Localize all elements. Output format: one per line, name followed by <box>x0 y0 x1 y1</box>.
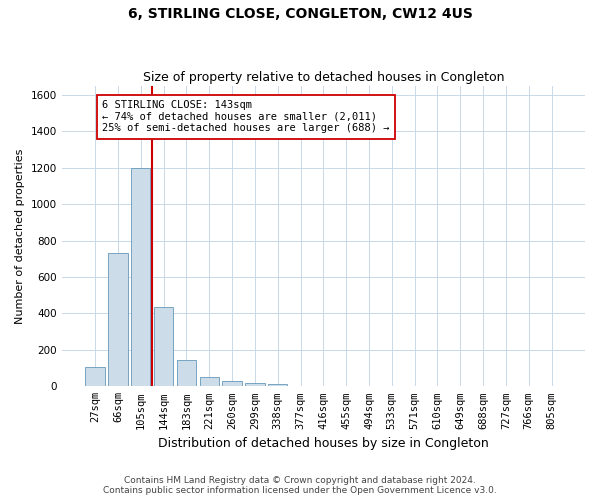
Bar <box>85 367 105 386</box>
Bar <box>200 377 219 386</box>
Text: Contains HM Land Registry data © Crown copyright and database right 2024.
Contai: Contains HM Land Registry data © Crown c… <box>103 476 497 495</box>
Bar <box>268 384 287 386</box>
Text: 6 STIRLING CLOSE: 143sqm
← 74% of detached houses are smaller (2,011)
25% of sem: 6 STIRLING CLOSE: 143sqm ← 74% of detach… <box>102 100 389 134</box>
Text: 6, STIRLING CLOSE, CONGLETON, CW12 4US: 6, STIRLING CLOSE, CONGLETON, CW12 4US <box>128 8 472 22</box>
Bar <box>177 360 196 386</box>
Bar <box>223 381 242 386</box>
Bar <box>108 254 128 386</box>
Bar <box>131 168 151 386</box>
Title: Size of property relative to detached houses in Congleton: Size of property relative to detached ho… <box>143 72 504 85</box>
Bar <box>154 307 173 386</box>
Bar <box>245 383 265 386</box>
Y-axis label: Number of detached properties: Number of detached properties <box>15 148 25 324</box>
X-axis label: Distribution of detached houses by size in Congleton: Distribution of detached houses by size … <box>158 437 489 450</box>
